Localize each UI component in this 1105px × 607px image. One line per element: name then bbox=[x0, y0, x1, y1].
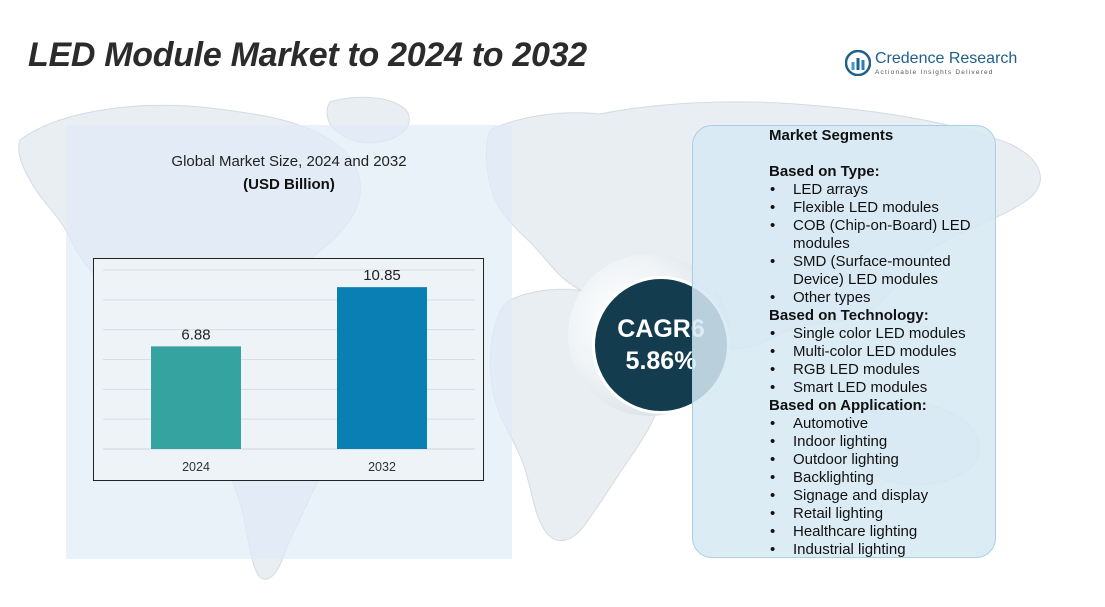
segment-item: Smart LED modules bbox=[769, 379, 999, 397]
segment-item: Signage and display bbox=[769, 487, 999, 505]
credence-logo-icon bbox=[845, 50, 871, 76]
segment-group-title: Based on Type: bbox=[769, 163, 880, 180]
segment-item: Flexible LED modules bbox=[769, 199, 999, 217]
segment-group-title: Based on Application: bbox=[769, 397, 927, 414]
market-segments-list: Market Segments Based on Type:LED arrays… bbox=[769, 127, 999, 559]
segment-item: Outdoor lighting bbox=[769, 451, 999, 469]
segment-item: Retail lighting bbox=[769, 505, 999, 523]
segment-item: Industrial lighting bbox=[769, 541, 999, 559]
chart-unit-label: (USD Billion) bbox=[243, 176, 335, 193]
brand-logo-block: Credence Research Actionable Insights De… bbox=[845, 50, 1017, 76]
bar-value-label: 10.85 bbox=[363, 267, 401, 284]
segment-group-title: Based on Technology: bbox=[769, 307, 929, 324]
segment-item: Healthcare lighting bbox=[769, 523, 999, 541]
segment-item: Automotive bbox=[769, 415, 999, 433]
segment-item: SMD (Surface-mounted Device) LED modules bbox=[769, 253, 999, 289]
segment-item: LED arrays bbox=[769, 181, 999, 199]
segment-item: Backlighting bbox=[769, 469, 999, 487]
cagr-value: 5.86% bbox=[625, 347, 697, 375]
bar-2032 bbox=[337, 287, 427, 449]
market-size-bar-chart: 6.88 2024 10.85 2032 bbox=[93, 258, 484, 481]
segment-item: Other types bbox=[769, 289, 999, 307]
segment-item: Multi-color LED modules bbox=[769, 343, 999, 361]
cagr-label: CAGR6 bbox=[617, 315, 705, 343]
market-size-panel: Global Market Size, 2024 and 2032 (USD B… bbox=[66, 125, 512, 559]
brand-tagline: Actionable Insights Delivered bbox=[875, 69, 994, 76]
segment-item: Indoor lighting bbox=[769, 433, 999, 451]
segment-item: Single color LED modules bbox=[769, 325, 999, 343]
segment-item: RGB LED modules bbox=[769, 361, 999, 379]
bar-value-label: 6.88 bbox=[181, 326, 210, 343]
x-tick-label: 2032 bbox=[368, 460, 396, 474]
segments-heading: Market Segments bbox=[769, 127, 894, 144]
chart-title: Global Market Size, 2024 and 2032 bbox=[171, 153, 407, 170]
segment-item: COB (Chip-on-Board) LED modules bbox=[769, 217, 999, 253]
x-tick-label: 2024 bbox=[182, 460, 210, 474]
page-title: LED Module Market to 2024 to 2032 bbox=[28, 36, 587, 74]
brand-name: Credence Research bbox=[875, 50, 1018, 67]
bar-2024 bbox=[151, 346, 241, 449]
